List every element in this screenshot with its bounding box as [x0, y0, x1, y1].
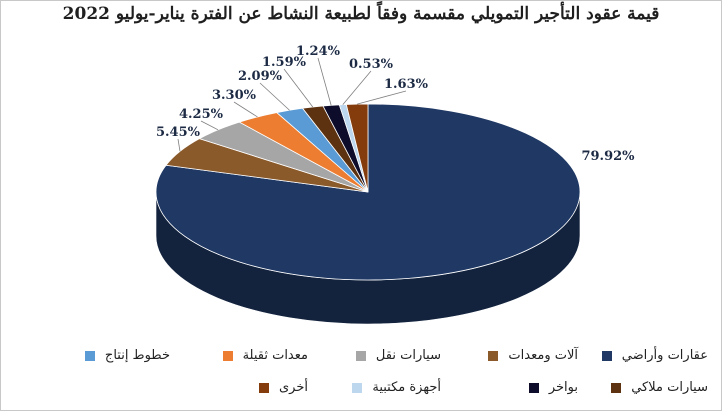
chart-title: قيمة عقود التأجير التمويلي مقسمة وفقاً ل… [62, 4, 660, 24]
legend-swatch [222, 350, 233, 361]
legend-swatch [611, 382, 622, 393]
legend-label: عقارات وأراضي [621, 348, 708, 363]
leader-line-8 [357, 90, 407, 105]
legend-item-2: سيارات نقل [355, 348, 441, 363]
legend-label: معدات ثقيلة [242, 348, 308, 363]
legend-item-8: أخرى [259, 380, 308, 395]
data-label-3: 3.30% [212, 88, 257, 103]
legend-item-7: أجهزة مكتبية [352, 380, 441, 395]
leader-line-5 [283, 68, 314, 108]
legend-label: آلات ومعدات [508, 348, 578, 363]
leader-line-7 [342, 70, 372, 105]
legend-label: أخرى [279, 380, 308, 395]
leader-line-3 [233, 101, 258, 118]
leader-line-6 [317, 57, 332, 106]
data-label-1: 5.45% [156, 125, 201, 140]
legend-swatch [259, 382, 269, 393]
leader-line-1 [177, 138, 181, 152]
legend-swatch [84, 350, 95, 361]
legend-item-0: عقارات وأراضي [601, 348, 708, 363]
leader-line-4 [259, 82, 290, 111]
legend-label: بواخر [548, 380, 578, 395]
legend-label: أجهزة مكتبية [372, 380, 441, 395]
chart-legend: عقارات وأراضي آلات ومعدات سيارات نقل معدات … [18, 344, 708, 406]
legend-swatch [528, 382, 539, 393]
legend-item-3: معدات ثقيلة [222, 348, 308, 363]
data-label-6: 1.24% [296, 44, 341, 59]
legend-swatch [601, 350, 612, 361]
data-label-2: 4.25% [179, 107, 224, 122]
legend-label: خطوط إنتاج [104, 348, 170, 363]
legend-item-6: بواخر [528, 380, 578, 395]
data-label-4: 2.09% [238, 69, 283, 84]
legend-label: سيارات ملاكي [631, 380, 708, 395]
data-label-7: 0.53% [349, 57, 394, 72]
legend-item-1: آلات ومعدات [488, 348, 578, 363]
legend-swatch [352, 382, 363, 393]
data-label-8: 1.63% [384, 77, 429, 92]
legend-label: سيارات نقل [375, 348, 441, 363]
legend-swatch [355, 350, 366, 361]
data-label-0: 79.92% [581, 149, 635, 164]
data-label-5: 1.59% [262, 55, 307, 70]
leader-line-2 [200, 120, 219, 131]
legend-item-5: سيارات ملاكي [611, 380, 708, 395]
legend-item-4: خطوط إنتاج [84, 348, 170, 363]
legend-swatch [488, 350, 499, 361]
